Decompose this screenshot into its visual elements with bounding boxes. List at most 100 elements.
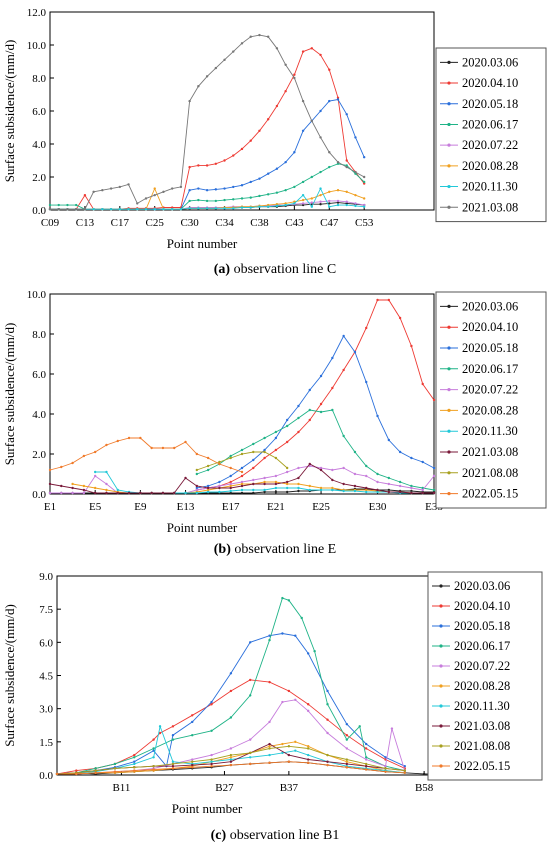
data-point [229, 491, 232, 495]
data-point [345, 762, 349, 766]
data-point [232, 154, 235, 157]
data-point [197, 164, 200, 167]
data-point [263, 480, 266, 484]
data-point [275, 104, 279, 108]
data-point [268, 634, 271, 637]
data-point [133, 753, 136, 757]
data-point [139, 436, 142, 440]
data-point [150, 491, 153, 495]
data-point [387, 298, 391, 302]
legend-label: 2020.11.30 [462, 180, 518, 194]
data-point [287, 753, 291, 757]
data-point [218, 480, 221, 484]
x-tick-label: C34 [215, 217, 234, 229]
data-point [319, 170, 322, 174]
data-point [274, 480, 278, 484]
caption-line-b1: (c) observation line B1 [0, 828, 550, 844]
legend-marker [447, 450, 451, 454]
chart-line-b1: 0.0 1.5 3.0 4.5 6.0 7.5 9.0 B11 B27 B37 B58 Point n… [2, 571, 543, 816]
x-tick-label: C25 [146, 217, 165, 229]
data-point [310, 175, 314, 179]
data-point [365, 486, 368, 490]
data-point [197, 187, 200, 190]
legend-marker [447, 325, 451, 329]
series-2021.03.08 [48, 33, 366, 211]
legend-label: 2021.08.08 [462, 466, 518, 480]
data-point [274, 456, 278, 460]
legend-marker [439, 764, 443, 768]
data-point [301, 203, 305, 207]
y-tick-label: 4.0 [32, 139, 46, 151]
data-point [75, 769, 78, 772]
data-point [345, 164, 348, 167]
y-tick-label: 7.5 [39, 604, 53, 616]
data-point [336, 203, 340, 207]
data-point [285, 418, 289, 422]
data-point [229, 763, 233, 767]
data-point [362, 203, 366, 207]
data-point [319, 374, 323, 378]
legend-marker [439, 604, 443, 608]
data-point [362, 205, 366, 208]
data-point [82, 491, 86, 495]
data-point [306, 745, 310, 748]
data-point [319, 410, 323, 414]
data-point [328, 190, 331, 194]
data-point [249, 641, 252, 644]
data-point [139, 491, 142, 495]
data-point [310, 47, 314, 50]
data-point [229, 689, 233, 693]
data-point [384, 756, 387, 759]
data-point [398, 480, 402, 484]
data-point [294, 749, 297, 752]
data-point [161, 446, 165, 450]
data-point [398, 490, 402, 494]
data-point [342, 434, 345, 438]
legend-label: 2020.03.06 [454, 579, 510, 593]
data-point [376, 488, 379, 492]
data-point [214, 66, 218, 70]
data-point [319, 136, 322, 139]
data-point [240, 488, 244, 492]
data-point [432, 491, 436, 495]
data-point [319, 193, 322, 197]
data-point [387, 490, 391, 494]
x-axis-title: Point number [167, 236, 238, 251]
data-point [301, 99, 305, 103]
data-point [301, 193, 305, 197]
data-point [188, 189, 191, 192]
data-point [263, 436, 266, 440]
data-point [195, 484, 199, 488]
series-2020.04.10 [48, 47, 366, 211]
data-point [171, 738, 175, 741]
data-point [144, 207, 148, 211]
data-point [387, 476, 391, 480]
data-point [410, 486, 413, 490]
x-tick-label: C47 [320, 217, 339, 229]
data-point [210, 764, 213, 768]
data-point [92, 190, 95, 194]
data-point [284, 189, 287, 192]
data-point [387, 482, 391, 486]
data-point [376, 414, 379, 418]
data-point [113, 770, 117, 773]
data-point [345, 738, 349, 741]
legend-label: 2020.05.18 [462, 341, 518, 355]
caption-letter: (c) [210, 828, 227, 843]
data-point [410, 484, 413, 488]
data-point [268, 638, 271, 642]
data-point [252, 458, 255, 462]
data-point [297, 404, 300, 408]
data-point [331, 386, 334, 390]
data-point [319, 468, 323, 472]
x-tick-label: E30 [369, 501, 387, 513]
data-point [301, 50, 305, 53]
caption-letter: (b) [213, 542, 231, 557]
series-line [50, 187, 365, 210]
data-point [319, 402, 323, 406]
data-point [83, 207, 87, 211]
chart-line-e: 0.0 2.0 4.0 6.0 8.0 10.0 E1 E5 E9 E13 E17 E21 E25 E30… [2, 289, 547, 535]
data-point [281, 700, 284, 704]
data-point [263, 448, 266, 452]
y-tick-label: 4.0 [32, 409, 46, 421]
